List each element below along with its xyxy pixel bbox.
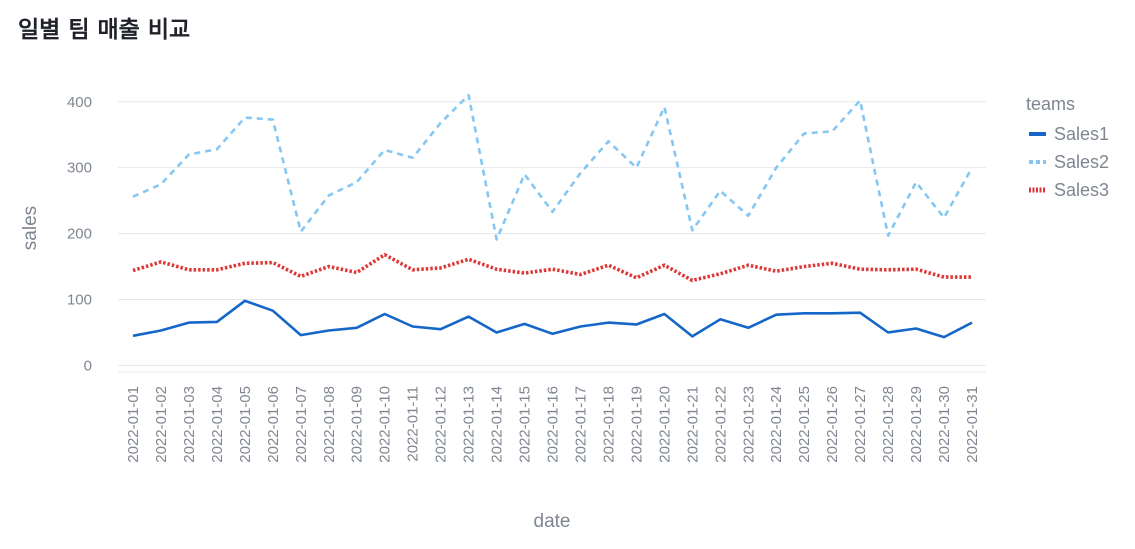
x-tick-label: 2022-01-01: [125, 386, 142, 463]
x-tick-label: 2022-01-03: [181, 386, 198, 463]
x-tick-label: 2022-01-11: [405, 386, 422, 462]
x-tick-label: 2022-01-07: [293, 386, 310, 463]
legend-label-sales2: Sales2: [1054, 152, 1109, 172]
x-tick-label: 2022-01-04: [209, 386, 226, 463]
y-tick-label: 200: [67, 226, 92, 243]
grid-lines: [118, 101, 986, 373]
x-axis-ticks: 2022-01-01 2022-01-02 2022-01-03 2022-01-04…: [125, 386, 981, 463]
x-tick-label: 2022-01-31: [964, 386, 981, 463]
x-tick-label: 2022-01-09: [349, 386, 366, 463]
x-tick-label: 2022-01-08: [321, 386, 338, 463]
x-tick-label: 2022-01-22: [712, 386, 729, 463]
x-tick-label: 2022-01-19: [628, 386, 645, 463]
legend-label-sales1: Sales1: [1054, 124, 1109, 144]
y-tick-label: 100: [67, 292, 92, 309]
chart-title: 일별 팀 매출 비교: [18, 17, 191, 43]
legend-label-sales3: Sales3: [1054, 180, 1109, 200]
legend: teams Sales1 Sales2 Sales3: [1026, 94, 1109, 200]
x-tick-label: 2022-01-16: [545, 386, 562, 463]
x-tick-label: 2022-01-17: [572, 386, 589, 463]
x-tick-label: 2022-01-23: [740, 386, 757, 463]
x-tick-label: 2022-01-10: [377, 386, 394, 463]
x-tick-label: 2022-01-13: [461, 386, 478, 463]
series-lines: [132, 93, 974, 339]
y-tick-label: 400: [67, 94, 92, 111]
x-tick-label: 2022-01-18: [600, 386, 617, 463]
x-tick-label: 2022-01-27: [852, 386, 869, 463]
x-tick-label: 2022-01-26: [824, 386, 841, 463]
x-tick-label: 2022-01-25: [796, 386, 813, 463]
series-line-sales3: [132, 252, 972, 283]
y-axis-title: sales: [20, 206, 41, 250]
y-tick-label: 0: [84, 357, 92, 374]
x-tick-label: 2022-01-21: [684, 386, 701, 463]
x-tick-label: 2022-01-05: [237, 386, 254, 463]
x-tick-label: 2022-01-14: [489, 386, 506, 463]
x-tick-label: 2022-01-02: [153, 386, 170, 463]
x-tick-label: 2022-01-24: [768, 386, 785, 463]
x-tick-label: 2022-01-06: [265, 386, 282, 463]
legend-items: Sales1 Sales2 Sales3: [1029, 124, 1109, 200]
series-line-sales1: [132, 299, 973, 339]
x-tick-label: 2022-01-12: [433, 386, 450, 463]
x-tick-label: 2022-01-30: [936, 386, 953, 463]
y-tick-label: 300: [67, 160, 92, 177]
x-tick-label: 2022-01-28: [880, 386, 897, 463]
x-tick-label: 2022-01-29: [908, 386, 925, 463]
x-tick-label: 2022-01-20: [656, 386, 673, 463]
y-axis-ticks: 0 100 200 300 400: [67, 94, 92, 375]
series-line-sales2: [132, 93, 974, 241]
x-tick-label: 2022-01-15: [517, 386, 534, 463]
legend-title: teams: [1026, 94, 1075, 114]
x-axis-title: date: [534, 511, 571, 532]
